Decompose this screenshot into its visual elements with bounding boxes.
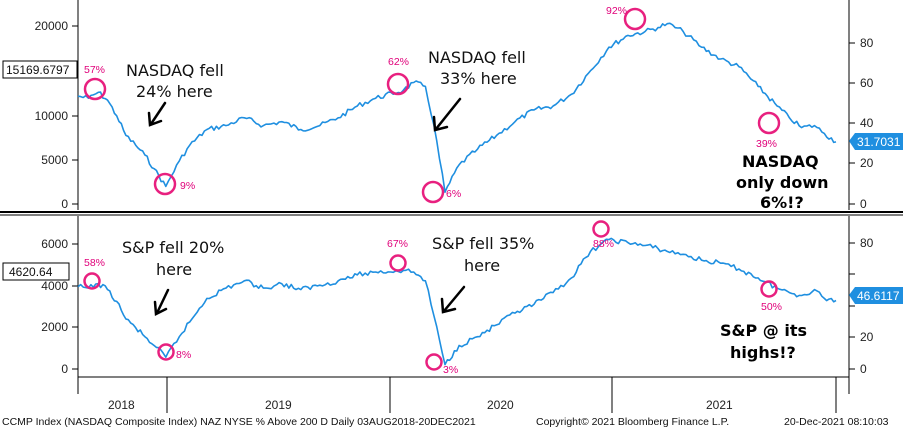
annotation-nasdaq-33-line2: 33% here xyxy=(440,69,517,88)
circle-bot-58 xyxy=(83,272,101,290)
right-tick-label: 80 xyxy=(860,236,874,250)
pct-bot-8: 8% xyxy=(176,349,191,361)
right-tick-label: 40 xyxy=(860,116,874,130)
top-right-value: 31.7031 xyxy=(857,135,901,149)
year-label-2018: 2018 xyxy=(108,398,135,412)
year-label-2021: 2021 xyxy=(706,398,733,412)
bottom-left-value: 4620.64 xyxy=(9,265,53,279)
pct-bot-3: 3% xyxy=(443,364,458,376)
right-tick-label: 60 xyxy=(860,76,874,90)
circle-bot-3 xyxy=(425,353,443,371)
annotation-nasdaq-only-line2: only down xyxy=(736,173,828,192)
left-tick-label: 2000 xyxy=(41,320,68,334)
pct-bot-50: 50% xyxy=(761,301,782,313)
bottom-left-axis-ticks: 6000 4000 2000 0 xyxy=(41,237,78,376)
bottom-right-value: 46.6117 xyxy=(857,289,900,303)
top-right-axis-ticks: 80 60 40 20 0 xyxy=(849,36,874,211)
arrow-sp-20 xyxy=(153,288,170,316)
top-highlight-circles xyxy=(83,7,781,204)
pct-top-62: 62% xyxy=(388,56,409,68)
top-series-line xyxy=(77,22,837,193)
bottom-right-axis-ticks: 80 20 0 xyxy=(849,236,874,376)
annotation-nasdaq-33-line1: NASDAQ fell xyxy=(428,48,526,67)
circle-top-62 xyxy=(386,72,410,96)
pct-bot-67: 67% xyxy=(387,238,408,250)
right-tick-label: 80 xyxy=(860,36,874,50)
circle-bot-50 xyxy=(760,280,778,298)
pct-top-92: 92% xyxy=(606,5,627,17)
pct-bot-88: 88% xyxy=(593,238,614,250)
circle-top-92 xyxy=(623,7,647,31)
pct-top-57: 57% xyxy=(84,64,105,76)
annotation-sp-35-line2: here xyxy=(464,256,500,275)
right-tick-label: 0 xyxy=(860,197,867,211)
annotation-sp-20-line1: S&P fell 20% xyxy=(122,238,224,257)
annotation-sp-35-line1: S&P fell 35% xyxy=(432,234,534,253)
footer-middle: Copyright© 2021 Bloomberg Finance L.P. xyxy=(536,416,729,428)
left-tick-label: 0 xyxy=(61,362,68,376)
bottom-left-value-box: 4620.64 xyxy=(2,262,70,281)
annotation-nasdaq-24-line1: NASDAQ fell xyxy=(126,61,224,80)
bottom-highlight-circles xyxy=(83,220,778,371)
left-tick-label: 10000 xyxy=(35,109,69,123)
top-left-axis-ticks: 20000150001000050000 xyxy=(35,19,78,211)
circle-top-57 xyxy=(83,77,107,101)
top-right-value-box: 31.7031 xyxy=(849,133,903,150)
year-label-2020: 2020 xyxy=(487,398,514,412)
annotation-sp-highs-line1: S&P @ its xyxy=(720,321,807,340)
annotation-nasdaq-only-line3: 6%!? xyxy=(760,193,804,212)
arrow-nasdaq-33 xyxy=(432,97,462,132)
circle-bot-88 xyxy=(592,220,610,238)
annotation-sp-20-line2: here xyxy=(156,260,192,279)
annotation-arrows xyxy=(147,97,466,316)
circle-top-6 xyxy=(421,180,445,204)
bottom-panel-frame xyxy=(77,216,850,394)
right-tick-label: 20 xyxy=(860,156,874,170)
year-label-2019: 2019 xyxy=(265,398,292,412)
top-left-value: 15169.6797 xyxy=(6,63,70,77)
left-tick-label: 0 xyxy=(61,197,68,211)
footer-left: CCMP Index (NASDAQ Composite Index) NAZ … xyxy=(2,416,476,428)
pct-top-9: 9% xyxy=(180,180,195,192)
arrow-sp-35 xyxy=(440,285,466,314)
right-tick-label: 0 xyxy=(860,362,867,376)
footer-right: 20-Dec-2021 08:10:03 xyxy=(784,416,889,428)
left-tick-label: 6000 xyxy=(41,237,68,251)
annotation-sp-highs-line2: highs!? xyxy=(730,343,796,362)
annotation-nasdaq-only-line1: NASDAQ xyxy=(742,152,819,171)
circle-bot-67 xyxy=(389,254,407,272)
panel-divider xyxy=(0,211,903,216)
circle-bot-8 xyxy=(157,343,175,361)
right-tick-label: 20 xyxy=(860,330,874,344)
top-left-value-box: 15169.6797 xyxy=(2,60,78,79)
left-tick-label: 5000 xyxy=(41,153,68,167)
top-panel-frame xyxy=(77,0,850,210)
pct-top-6: 6% xyxy=(446,188,461,200)
bottom-series-line xyxy=(77,237,837,366)
circle-top-9 xyxy=(153,172,177,196)
year-dividers xyxy=(166,377,837,413)
pct-top-39: 39% xyxy=(756,138,777,150)
left-tick-label: 4000 xyxy=(41,279,68,293)
pct-bot-58: 58% xyxy=(84,257,105,269)
annotation-nasdaq-24-line2: 24% here xyxy=(136,82,213,101)
circle-top-39 xyxy=(757,111,781,135)
left-tick-label: 20000 xyxy=(35,19,69,33)
arrow-nasdaq-24 xyxy=(147,101,167,127)
bottom-right-value-box: 46.6117 xyxy=(849,287,903,304)
